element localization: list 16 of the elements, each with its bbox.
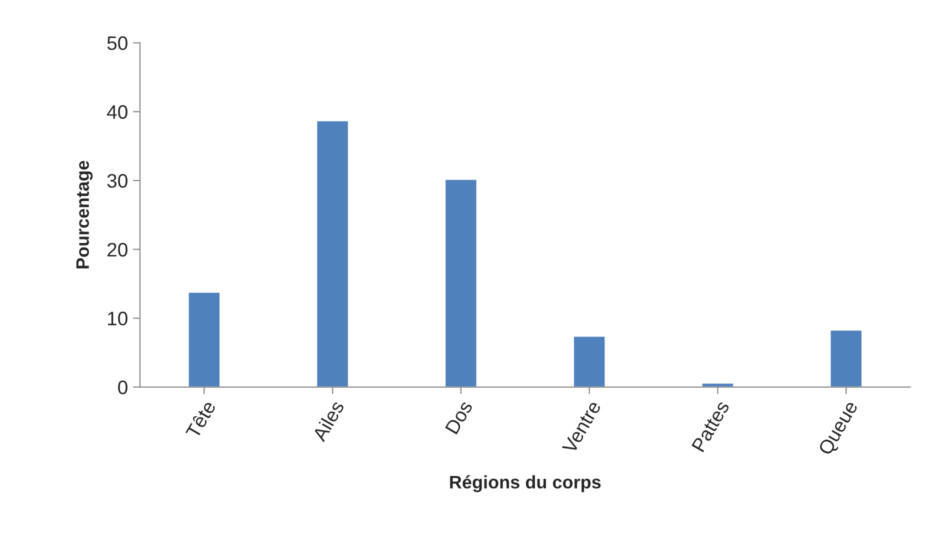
y-tick-label: 30 [107,174,128,188]
y-tick-label: 40 [106,105,128,119]
x-tick-label: Dos [445,400,473,435]
bar [829,329,863,388]
y-tick-label: 10 [108,312,128,326]
y-tick-label: 20 [108,242,128,257]
y-tick-label: 50 [107,36,128,50]
bar [700,382,734,388]
x-axis-title: Régions du corps [450,475,601,492]
bar [444,178,478,388]
y-tick-label: 0 [118,380,128,394]
bar [187,291,221,388]
x-tick-label: Tête [184,400,216,440]
y-axis-title: Pourcentage [76,160,93,268]
bar [572,335,606,388]
bar [316,120,350,388]
